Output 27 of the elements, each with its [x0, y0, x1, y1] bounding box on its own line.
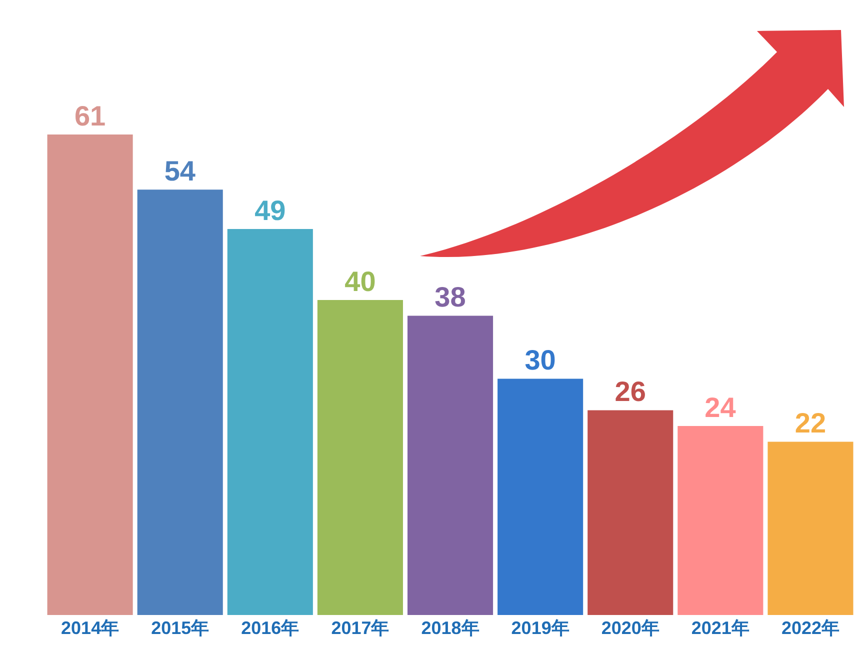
bar — [588, 410, 674, 615]
data-label: 30 — [524, 344, 556, 376]
bar — [678, 426, 764, 615]
bar — [407, 316, 494, 615]
bar — [227, 229, 313, 615]
x-tick-label: 2022年 — [781, 618, 840, 638]
data-label: 40 — [344, 266, 376, 297]
x-tick-label: 2021年 — [691, 618, 750, 638]
bar — [498, 378, 584, 615]
x-tick-label: 2018年 — [421, 618, 480, 638]
data-label: 22 — [794, 408, 826, 439]
x-tick-label: 2016年 — [241, 618, 300, 638]
data-label: 61 — [74, 100, 106, 132]
bar — [47, 134, 133, 615]
data-label: 54 — [164, 156, 196, 187]
x-tick-label: 2014年 — [61, 618, 120, 638]
data-label: 49 — [254, 195, 286, 226]
data-label: 38 — [434, 282, 466, 313]
bar — [137, 190, 223, 615]
data-label: 26 — [614, 376, 646, 408]
data-label: 24 — [704, 392, 736, 423]
bar — [317, 300, 403, 615]
x-tick-label: 2019年 — [511, 618, 570, 638]
bar — [768, 442, 854, 615]
x-tick-label: 2015年 — [151, 618, 210, 638]
x-tick-label: 2017年 — [331, 618, 390, 638]
x-tick-label: 2020年 — [601, 618, 660, 638]
